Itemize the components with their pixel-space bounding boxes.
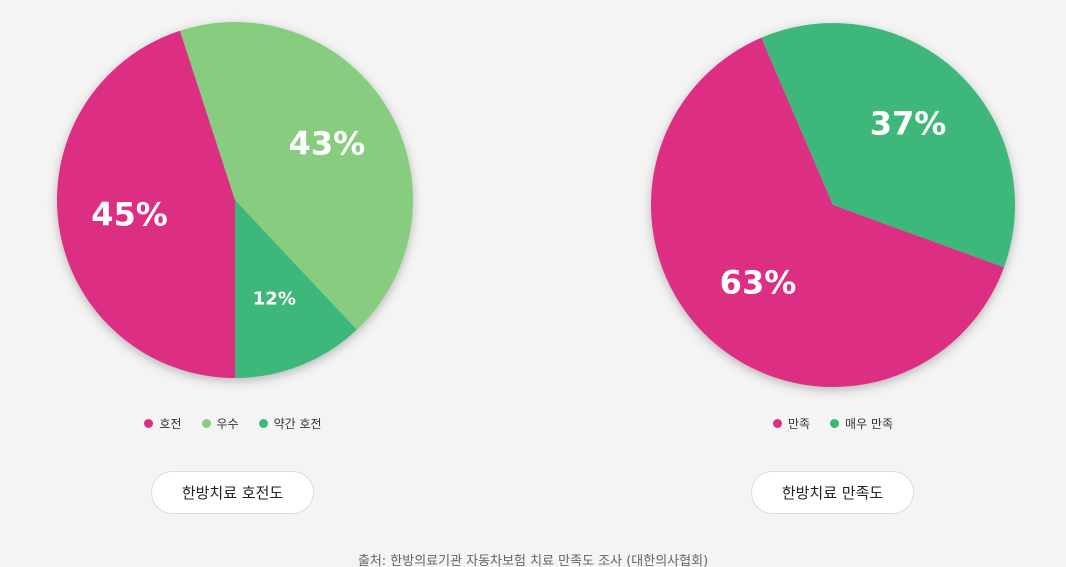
legend-swatch	[772, 419, 782, 428]
pie-slice	[761, 22, 1015, 268]
legend-swatch	[258, 419, 268, 428]
legend-item: 호전	[144, 415, 182, 432]
pie	[57, 21, 414, 378]
legend-swatch	[830, 419, 840, 428]
pie-slice	[57, 30, 235, 378]
chart-button[interactable]: 한방치료 호전도	[151, 471, 314, 514]
legend-label: 매우 만족	[845, 417, 894, 431]
slice-label: 37%	[870, 105, 947, 143]
pie	[651, 22, 1015, 387]
legend-swatch	[201, 419, 211, 428]
legend-label: 호전	[159, 417, 182, 431]
pie-slice	[179, 21, 414, 330]
pie-slice	[235, 200, 357, 378]
legend-item: 우수	[201, 415, 239, 432]
legend-swatch	[144, 419, 154, 428]
legend: 호전 우수 약간 호전	[33, 415, 433, 432]
source-note: 출처: 한방의료기관 자동차보험 치료 만족도 조사 (대한의사협회)	[357, 554, 709, 567]
chart-button[interactable]: 한방치료 만족도	[751, 471, 914, 514]
slice-label: 12%	[253, 288, 296, 309]
legend-item: 약간 호전	[258, 415, 322, 432]
legend: 만족 매우 만족	[633, 415, 1033, 432]
legend-item: 만족	[772, 415, 811, 432]
slice-label: 63%	[720, 263, 797, 301]
legend-label: 만족	[787, 417, 811, 431]
legend-label: 우수	[216, 417, 239, 431]
legend-item: 매우 만족	[830, 415, 893, 432]
legend-label: 약간 호전	[273, 417, 322, 431]
slice-label: 45%	[91, 196, 168, 234]
pie-slice	[651, 37, 1005, 387]
slice-label: 43%	[289, 125, 366, 163]
